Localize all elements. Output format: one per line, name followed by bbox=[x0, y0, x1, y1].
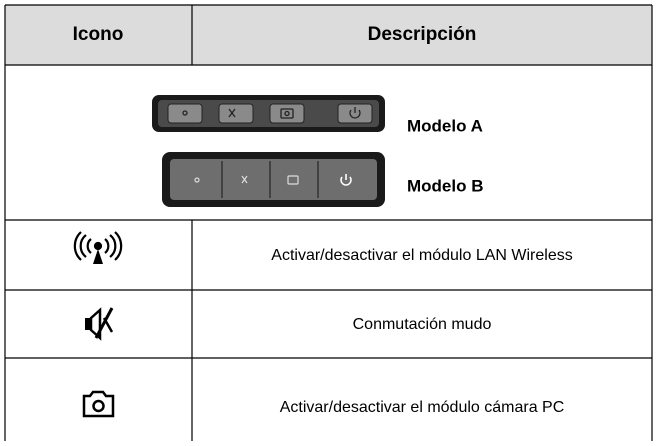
model-label: Modelo A bbox=[407, 116, 483, 135]
mute-icon bbox=[85, 307, 114, 341]
wireless-icon bbox=[73, 231, 123, 264]
model-a-panel bbox=[152, 95, 385, 132]
description: Conmutación mudo bbox=[353, 316, 492, 333]
model-label: Modelo B bbox=[407, 176, 484, 195]
header-bg bbox=[5, 5, 652, 65]
description: Activar/desactivar el módulo cámara PC bbox=[280, 399, 565, 416]
model-b-panel bbox=[162, 152, 385, 207]
header-cell: Icono bbox=[73, 24, 124, 45]
description: Activar/desactivar el módulo LAN Wireles… bbox=[271, 247, 572, 264]
table-lines bbox=[4, 4, 653, 441]
header-cell: Descripción bbox=[368, 24, 477, 45]
camera-icon bbox=[82, 390, 115, 418]
